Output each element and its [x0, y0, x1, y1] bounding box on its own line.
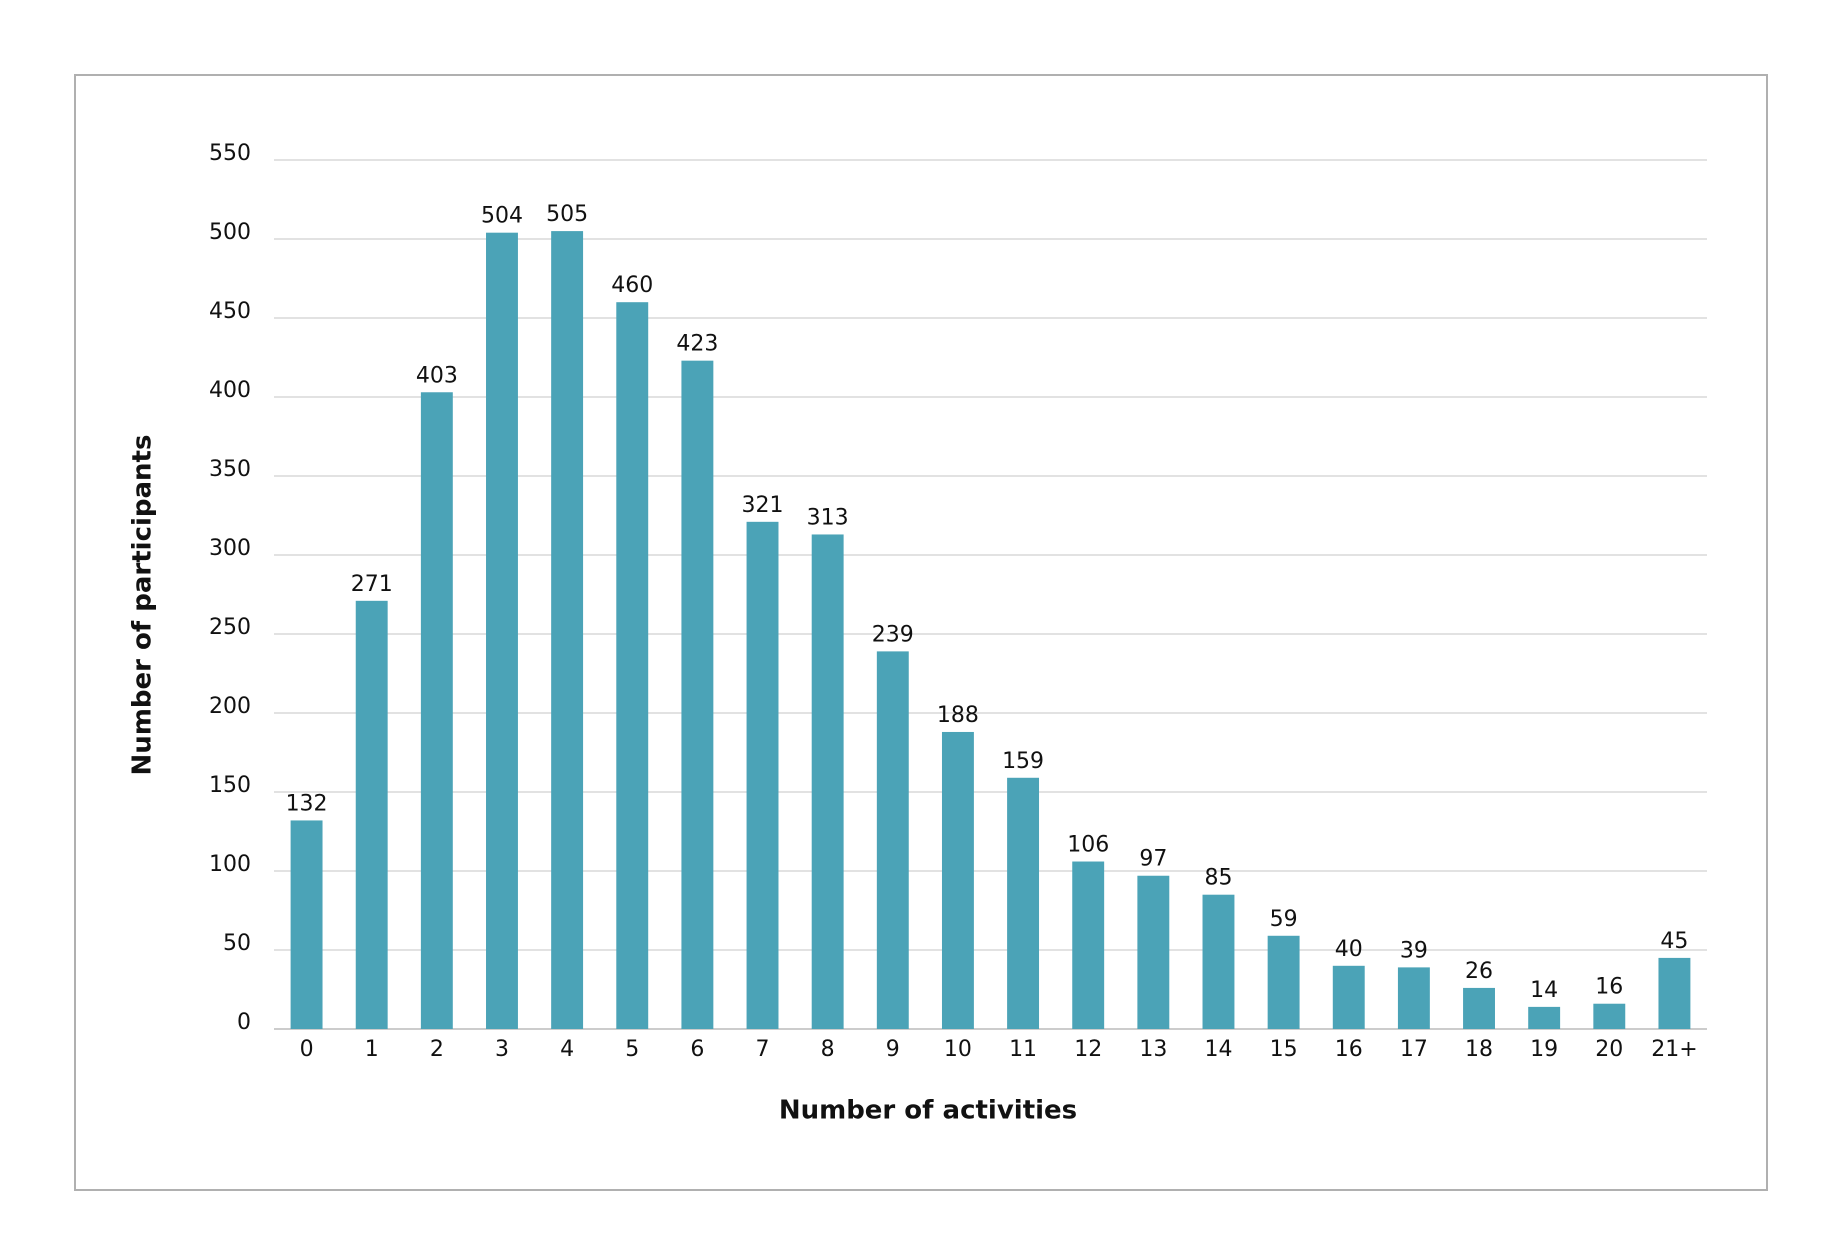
data-label: 97 — [1139, 847, 1167, 872]
bar — [811, 534, 844, 1029]
x-tick-label: 15 — [1270, 1037, 1298, 1062]
x-tick-label: 16 — [1335, 1037, 1363, 1062]
bar — [1267, 935, 1300, 1029]
bar — [1007, 777, 1040, 1029]
x-tick-label: 11 — [1009, 1037, 1037, 1062]
bar — [1072, 861, 1105, 1029]
y-tick-label: 50 — [223, 931, 251, 956]
x-tick-label: 3 — [495, 1037, 509, 1062]
bar — [876, 651, 909, 1029]
bar — [941, 731, 974, 1029]
x-axis-title: Number of activities — [779, 1096, 1077, 1126]
data-label: 40 — [1335, 937, 1363, 962]
y-tick-label: 300 — [209, 536, 251, 561]
bar — [1658, 957, 1691, 1029]
data-label: 271 — [351, 572, 393, 597]
y-tick-label: 450 — [209, 299, 251, 324]
data-label: 39 — [1400, 938, 1428, 963]
bar — [1332, 965, 1365, 1029]
data-label: 188 — [937, 703, 979, 728]
bar — [681, 360, 714, 1029]
y-tick-label: 250 — [209, 615, 251, 640]
bar — [420, 392, 453, 1029]
x-tick-label: 20 — [1595, 1037, 1623, 1062]
bar — [1463, 987, 1495, 1029]
y-axis-title: Number of participants — [128, 435, 158, 776]
data-label: 59 — [1270, 907, 1298, 932]
y-tick-label: 150 — [209, 773, 251, 798]
x-tick-label: 8 — [821, 1037, 835, 1062]
x-tick-label: 7 — [756, 1037, 770, 1062]
data-label: 423 — [676, 332, 718, 357]
x-tick-label: 2 — [430, 1037, 444, 1062]
x-tick-label: 4 — [560, 1037, 574, 1062]
x-tick-label: 12 — [1074, 1037, 1102, 1062]
x-tick-label: 14 — [1204, 1037, 1232, 1062]
x-tick-label: 5 — [625, 1037, 639, 1062]
x-tick-label: 19 — [1530, 1037, 1558, 1062]
data-label: 321 — [742, 493, 784, 518]
bar — [746, 521, 779, 1029]
x-tick-label: 6 — [690, 1037, 704, 1062]
bar — [1397, 967, 1430, 1029]
x-tick-label: 10 — [944, 1037, 972, 1062]
data-label: 504 — [481, 204, 523, 229]
data-label: 403 — [416, 363, 458, 388]
x-tick-label: 13 — [1139, 1037, 1167, 1062]
y-tick-label: 500 — [209, 220, 251, 245]
data-label: 26 — [1465, 959, 1493, 984]
bar — [1528, 1006, 1561, 1029]
y-tick-label: 100 — [209, 852, 251, 877]
data-label: 159 — [1002, 749, 1044, 774]
data-label: 106 — [1067, 833, 1109, 858]
y-tick-label: 200 — [209, 694, 251, 719]
bar — [486, 232, 518, 1029]
bar — [1593, 1003, 1626, 1029]
y-tick-label: 400 — [209, 378, 251, 403]
x-tick-label: 17 — [1400, 1037, 1428, 1062]
data-label: 460 — [611, 273, 653, 298]
x-tick-label: 18 — [1465, 1037, 1493, 1062]
x-tick-label: 1 — [365, 1037, 379, 1062]
bar — [355, 600, 388, 1029]
bar — [551, 231, 584, 1030]
y-tick-label: 0 — [237, 1010, 251, 1035]
x-tick-label: 0 — [300, 1037, 314, 1062]
data-label: 313 — [807, 505, 849, 530]
chart-frame — [74, 74, 1768, 1191]
x-tick-label: 9 — [886, 1037, 900, 1062]
data-label: 132 — [286, 791, 328, 816]
bar — [616, 302, 649, 1029]
y-tick-label: 350 — [209, 457, 251, 482]
data-label: 85 — [1204, 866, 1232, 891]
data-label: 505 — [546, 202, 588, 227]
y-tick-label: 550 — [209, 141, 251, 166]
data-label: 14 — [1530, 978, 1558, 1003]
x-tick-label: 21+ — [1651, 1037, 1697, 1062]
data-label: 239 — [872, 622, 914, 647]
bar — [290, 820, 323, 1029]
data-label: 45 — [1660, 929, 1688, 954]
bar — [1202, 894, 1235, 1029]
bar — [1137, 875, 1170, 1029]
data-label: 16 — [1595, 975, 1623, 1000]
